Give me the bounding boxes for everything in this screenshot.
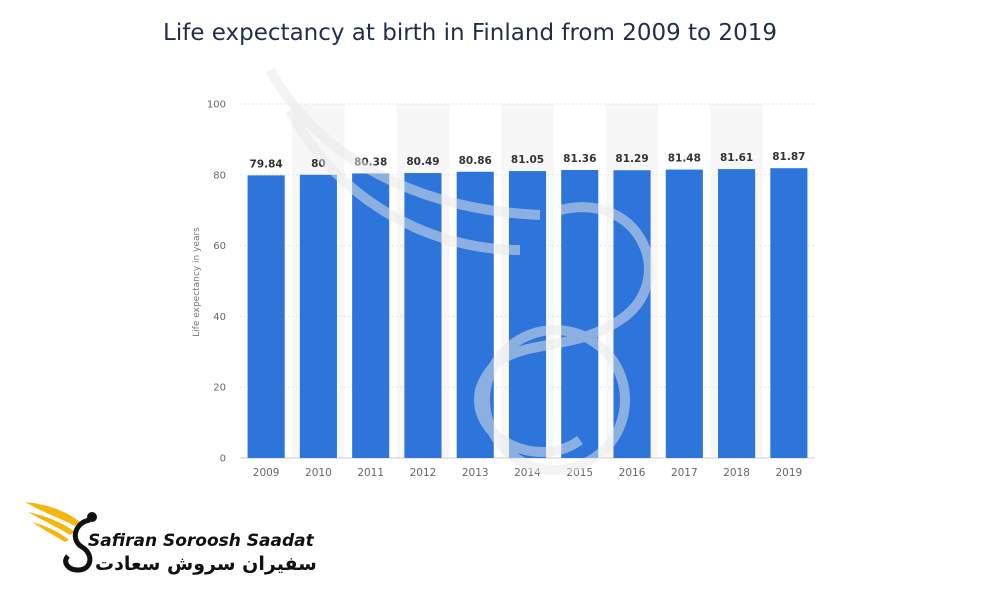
bar	[299, 174, 337, 459]
watermark	[265, 67, 654, 475]
logo-text-english: Safiran Soroosh Saadat	[88, 531, 314, 551]
value-label: 81.61	[720, 152, 753, 164]
y-tick-label: 20	[213, 383, 226, 394]
x-tick-label: 2009	[253, 467, 280, 479]
y-tick-label: 100	[207, 100, 226, 111]
bar	[247, 175, 285, 458]
y-tick-labels: 0 20 40 60 80 100	[207, 100, 226, 465]
x-tick-label: 2010	[305, 467, 332, 479]
logo-text-persian: سفیران سروش سعادت	[95, 553, 317, 575]
bar	[665, 169, 703, 459]
bar	[352, 173, 390, 458]
x-tick-label: 2013	[462, 467, 489, 479]
x-tick-label: 2012	[410, 467, 437, 479]
value-label: 81.05	[511, 154, 544, 166]
y-tick-label: 0	[220, 454, 226, 465]
x-tick-label: 2018	[723, 467, 750, 479]
y-tick-label: 40	[213, 312, 226, 323]
bar	[404, 173, 442, 458]
x-tick-labels: 2009 2010 2011 2012 2013 2014 2015 2016 2017 2018…	[253, 467, 802, 479]
y-axis-label: Life expectancy in years	[192, 227, 202, 337]
x-tick-label: 2016	[619, 467, 646, 479]
x-tick-label: 2011	[357, 467, 384, 479]
value-label: 81.87	[772, 151, 805, 163]
value-label: 80.49	[406, 156, 439, 168]
chart-title: Life expectancy at birth in Finland from…	[163, 20, 777, 46]
value-label: 81.29	[615, 153, 648, 165]
bar	[561, 169, 599, 458]
value-label: 81.36	[563, 153, 596, 165]
y-tick-label: 60	[213, 241, 226, 252]
value-label: 80.86	[459, 155, 492, 167]
y-tick-label: 80	[213, 170, 226, 181]
bar	[770, 168, 808, 458]
x-tick-label: 2017	[671, 467, 698, 479]
value-label: 81.48	[668, 153, 701, 165]
winged-s-logo-icon	[25, 502, 97, 573]
bar	[718, 169, 756, 459]
value-label: 79.84	[250, 158, 283, 170]
value-labels: 79.84 80 80.38 80.49 80.86 81.05 81.36 81.29 81.…	[250, 151, 806, 170]
x-tick-label: 2019	[775, 467, 802, 479]
